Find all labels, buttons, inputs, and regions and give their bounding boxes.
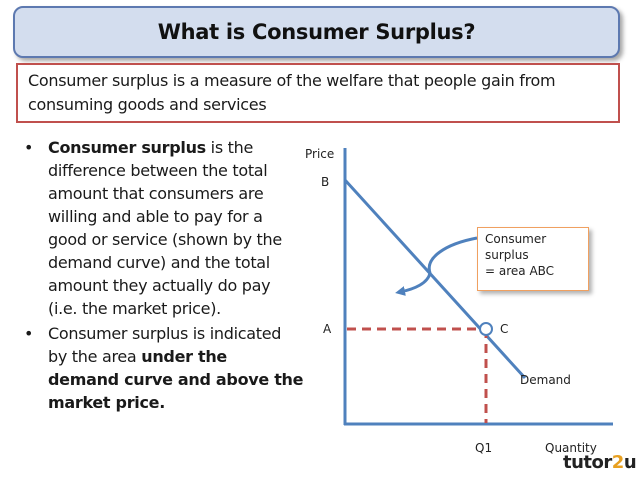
point-b-label: B <box>321 175 329 189</box>
definition-box: Consumer surplus is a measure of the wel… <box>16 63 620 123</box>
bullet-item-1: • Consumer surplus is the difference bet… <box>22 136 322 320</box>
callout-line-2: surplus <box>485 248 529 262</box>
point-c-label: C <box>500 322 508 336</box>
bullet-2-line-3: demand curve and above the <box>48 370 304 389</box>
demand-label: Demand <box>520 373 571 387</box>
bullet-2-line-1: Consumer surplus is indicated <box>48 324 282 343</box>
bullet-2-line-2: by the area <box>48 347 142 366</box>
bullet-1-line-2: difference between the total <box>48 161 268 180</box>
bullet-dot-icon: • <box>24 138 34 157</box>
bullet-1-line-1: is the <box>205 138 254 157</box>
logo-text-accent: 2 <box>611 452 625 473</box>
x-axis-label: Quantity <box>545 441 597 455</box>
logo-text-post: u <box>623 452 637 473</box>
point-c-marker <box>479 322 493 336</box>
q1-label: Q1 <box>475 441 492 455</box>
bullet-list: • Consumer surplus is the difference bet… <box>22 136 322 416</box>
logo-text-pre: tutor <box>563 452 612 473</box>
callout-line-3: = area ABC <box>485 264 555 278</box>
bullet-1-line-5: good or service (shown by the <box>48 230 282 249</box>
point-a-label: A <box>323 322 332 336</box>
bullet-1-bold: Consumer surplus <box>48 138 206 157</box>
bullet-dot-icon: • <box>24 324 34 343</box>
bullet-1-line-3: amount that consumers are <box>48 184 264 203</box>
bullet-1-line-8: (i.e. the market price). <box>48 299 221 318</box>
tutor2u-logo: tutor2u <box>563 452 637 473</box>
bullet-2-line-2-bold: under the <box>141 347 227 366</box>
callout-line-1: Consumer <box>485 232 547 246</box>
bullet-item-2: • Consumer surplus is indicated by the a… <box>22 322 322 414</box>
callout-arrow <box>395 236 478 296</box>
bullet-1-line-4: willing and able to pay for a <box>48 207 263 226</box>
consumer-surplus-callout: Consumer surplus = area ABC <box>477 227 589 291</box>
page-title: What is Consumer Surplus? <box>157 20 476 44</box>
bullet-1-line-7: amount they actually do pay <box>48 276 271 295</box>
demand-curve <box>343 178 527 380</box>
y-axis-label: Price <box>305 147 334 161</box>
definition-line-1: Consumer surplus is a measure of the wel… <box>28 71 556 90</box>
title-banner: What is Consumer Surplus? <box>13 6 620 58</box>
bullet-2-line-4: market price. <box>48 393 165 412</box>
bullet-1-line-6: demand curve) and the total <box>48 253 270 272</box>
definition-line-2: consuming goods and services <box>28 95 267 114</box>
